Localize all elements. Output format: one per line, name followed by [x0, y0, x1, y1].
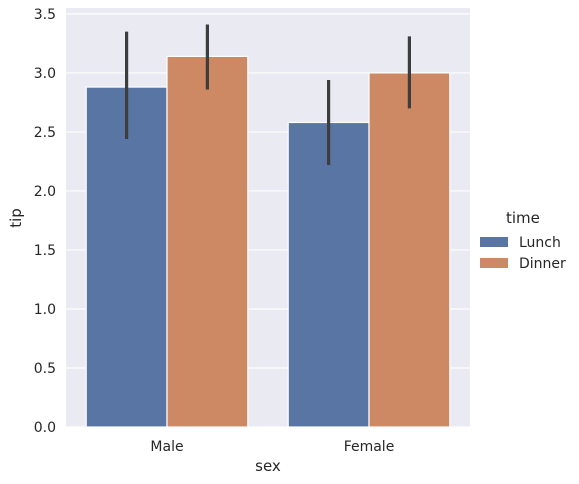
y-tick-label: 2.0: [34, 184, 56, 200]
y-tick-label: 2.5: [34, 125, 56, 141]
x-tick-label: Male: [150, 439, 183, 455]
y-axis-label: tip: [7, 208, 25, 228]
y-tick-label: 1.0: [34, 302, 56, 318]
error-bars: [124, 24, 411, 165]
y-tick-labels: 0.0 0.5 1.0 1.5 2.0 2.5 3.0 3.5: [34, 7, 56, 436]
y-tick-label: 3.5: [34, 7, 56, 23]
y-tick-label: 3.0: [34, 66, 56, 82]
x-tick-labels: Male Female: [150, 439, 394, 455]
legend-title: time: [506, 209, 540, 227]
legend-swatch-lunch: [480, 237, 508, 247]
legend-label-lunch: Lunch: [519, 235, 561, 251]
y-tick-label: 1.5: [34, 243, 56, 259]
legend-label-dinner: Dinner: [519, 256, 566, 272]
y-tick-label: 0.5: [34, 361, 56, 377]
legend: time Lunch Dinner: [480, 209, 566, 272]
bar-dinner-female: [368, 72, 451, 428]
bar-dinner-male: [166, 55, 249, 428]
legend-swatch-dinner: [480, 258, 508, 268]
x-tick-label: Female: [344, 439, 395, 455]
y-tick-label: 0.0: [34, 420, 56, 436]
bar-lunch-female: [287, 121, 370, 428]
bar-lunch-male: [85, 86, 168, 428]
x-axis-label: sex: [255, 457, 281, 475]
bars: [85, 55, 451, 428]
